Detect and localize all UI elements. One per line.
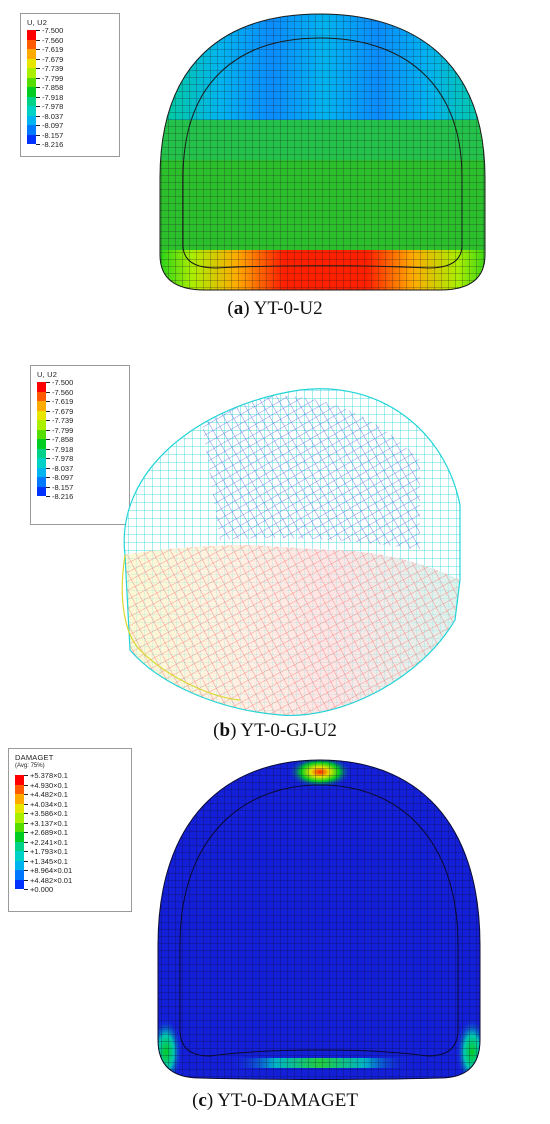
tunnel-damage-c (0, 740, 550, 1124)
caption-letter: a (234, 298, 244, 319)
panel-b: U, U2 -7.500 -7.560 -7.619 -7.679 -7.739 -7.7… (0, 350, 550, 760)
tunnel-wireframe-b (0, 350, 550, 760)
caption-b: (b) YT-0-GJ-U2 (0, 720, 550, 742)
caption-c: (c) YT-0-DAMAGET (0, 1090, 550, 1112)
caption-a: (a) YT-0-U2 (0, 298, 550, 320)
panel-a: U, U2 -7.500 -7.560 -7.619 -7.679 -7.739 -7.7… (0, 0, 550, 300)
caption-text: YT-0-GJ-U2 (236, 720, 336, 741)
tunnel-section-a (0, 0, 550, 300)
caption-text: YT-0-U2 (250, 298, 323, 319)
caption-letter: c (198, 1090, 206, 1111)
panel-c: DAMAGET (Avg: 75%) +5.378×0.1 +4.930×0.1 +… (0, 740, 550, 1124)
caption-text: YT-0-DAMAGET (213, 1090, 358, 1111)
caption-letter: b (219, 720, 230, 741)
